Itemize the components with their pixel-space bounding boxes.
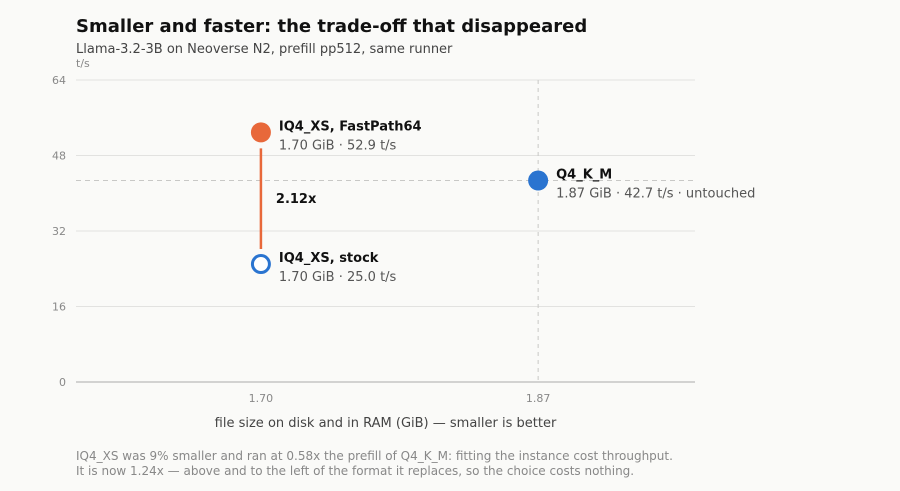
point-detail-label: 1.70 GiB · 25.0 t/s [279,270,397,285]
point-detail-label: 1.87 GiB · 42.7 t/s · untouched [556,187,755,202]
grid-layer [76,79,695,307]
y-tick-label: 32 [52,225,66,238]
chart-title: Smaller and faster: the trade-off that d… [76,16,588,37]
speedup-label: 2.12x [276,192,317,207]
y-axis-label: t/s [76,57,90,70]
reference-lines [76,80,695,382]
point-labels: IQ4_XS, FastPath64 1.70 GiB · 52.9 t/s IQ4… [279,119,755,285]
data-point [250,254,271,275]
x-tick-label: 1.87 [526,392,551,405]
point-detail-label: 1.70 GiB · 52.9 t/s [279,138,397,153]
x-tick-label: 1.70 [249,392,274,405]
point-name-label: Q4_K_M [556,168,612,183]
data-point [528,170,549,191]
y-tick-label: 48 [52,150,66,163]
footnote-line-2: It is now 1.24x — above and to the left … [76,464,635,478]
y-tick-label: 0 [59,376,66,389]
data-point [250,122,271,143]
footnote: IQ4_XS was 9% smaller and ran at 0.58x t… [76,449,673,479]
y-tick-label: 16 [52,301,66,314]
annotations: 2.12x [259,148,317,250]
axes: 0 16 32 48 64 t/s 1.70 1.87 file size on disk an… [52,57,695,431]
point-name-label: IQ4_XS, stock [279,251,379,266]
x-axis-label: file size on disk and in RAM (GiB) — sma… [215,416,557,431]
point-name-label: IQ4_XS, FastPath64 [279,119,422,134]
footnote-line-1: IQ4_XS was 9% smaller and ran at 0.58x t… [76,449,673,463]
chart-subtitle: Llama-3.2-3B on Neoverse N2, prefill pp5… [76,42,453,57]
data-points [250,122,549,275]
y-tick-label: 64 [52,74,66,87]
